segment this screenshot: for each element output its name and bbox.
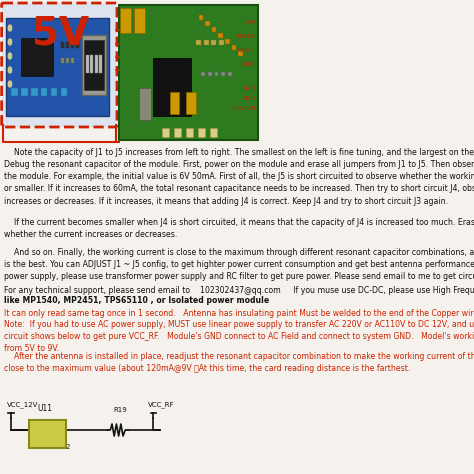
Text: 2: 2 — [65, 444, 70, 450]
Bar — [21, 38, 53, 76]
Bar — [208, 72, 212, 76]
Bar — [6, 18, 109, 116]
Circle shape — [8, 25, 11, 31]
Bar — [86, 55, 89, 73]
Bar — [66, 58, 69, 63]
Bar — [201, 72, 205, 76]
Text: And so on. Finally, the working current is close to the maximum through differen: And so on. Finally, the working current … — [4, 248, 474, 281]
Text: 5V: 5V — [32, 14, 89, 52]
Text: ANT2: ANT2 — [243, 95, 257, 100]
Bar — [91, 55, 93, 73]
Text: IN: IN — [31, 429, 41, 438]
Bar — [61, 42, 64, 48]
Bar — [196, 40, 201, 45]
Bar — [154, 58, 191, 116]
Text: 1: 1 — [29, 444, 34, 450]
Bar — [219, 40, 224, 45]
Bar — [225, 39, 229, 44]
Text: OUT: OUT — [42, 429, 62, 438]
FancyBboxPatch shape — [1, 3, 117, 127]
Bar — [221, 72, 225, 76]
Bar — [71, 42, 74, 48]
Bar — [204, 40, 209, 45]
Bar — [228, 72, 232, 76]
Circle shape — [8, 67, 11, 73]
Text: VCC_12V: VCC_12V — [7, 401, 38, 408]
Bar — [61, 58, 64, 63]
Bar — [232, 45, 236, 50]
Bar — [29, 420, 66, 448]
Bar — [212, 27, 216, 32]
Bar — [75, 42, 79, 48]
Bar — [205, 21, 210, 26]
Text: TXD+: TXD+ — [237, 47, 255, 53]
Bar — [100, 55, 102, 73]
Bar — [198, 128, 205, 137]
Text: If the current becomes smaller when J4 is short circuited, it means that the cap: If the current becomes smaller when J4 i… — [4, 218, 474, 239]
Bar — [31, 88, 37, 96]
Text: After the antenna is installed in place, readjust the resonant capacitor combina: After the antenna is installed in place,… — [4, 352, 474, 373]
Bar — [82, 35, 107, 95]
Bar — [174, 128, 181, 137]
Bar — [84, 40, 104, 90]
Bar — [120, 8, 131, 33]
Bar — [162, 128, 169, 137]
Circle shape — [8, 53, 11, 59]
Bar — [118, 5, 258, 140]
Bar — [41, 88, 47, 96]
Bar — [210, 128, 218, 137]
Circle shape — [8, 39, 11, 45]
Bar — [71, 58, 74, 63]
Bar — [11, 88, 18, 96]
Text: ADV VPP: ADV VPP — [234, 106, 257, 110]
Text: VCC_RF: VCC_RF — [148, 401, 174, 408]
Bar — [186, 92, 196, 114]
Circle shape — [8, 81, 11, 87]
Text: ANT1: ANT1 — [243, 85, 257, 91]
Bar — [219, 33, 223, 38]
Bar — [95, 55, 98, 73]
Bar — [66, 42, 69, 48]
Bar — [186, 128, 193, 137]
Bar — [134, 8, 145, 33]
Text: RESET: RESET — [236, 34, 255, 38]
Text: It can only read same tag once in 1 second.   Antenna has insulating paint Must : It can only read same tag once in 1 seco… — [4, 309, 474, 318]
Text: U11: U11 — [37, 404, 53, 413]
Bar — [211, 40, 216, 45]
Text: like MP1540, MP2451, TPS65110 , or Isolated power module: like MP1540, MP2451, TPS65110 , or Isola… — [4, 296, 270, 305]
Text: For any technical support, please send email to    102302437@qq.com     If you m: For any technical support, please send e… — [4, 286, 474, 295]
Bar — [21, 88, 27, 96]
Text: Note:  If you had to use AC power supply, MUST use linear powe supply to transfe: Note: If you had to use AC power supply,… — [4, 320, 474, 353]
Bar — [51, 88, 57, 96]
Bar — [215, 72, 219, 76]
Text: Note the capacity of J1 to J5 increases from left to right. The smallest on the : Note the capacity of J1 to J5 increases … — [4, 148, 474, 206]
Bar — [238, 51, 243, 56]
Bar — [139, 88, 151, 120]
Bar — [61, 88, 67, 96]
Text: +9V: +9V — [242, 19, 255, 25]
Bar — [170, 92, 179, 114]
Text: R19: R19 — [113, 407, 127, 413]
Bar — [199, 15, 203, 20]
Text: GND: GND — [241, 62, 255, 66]
